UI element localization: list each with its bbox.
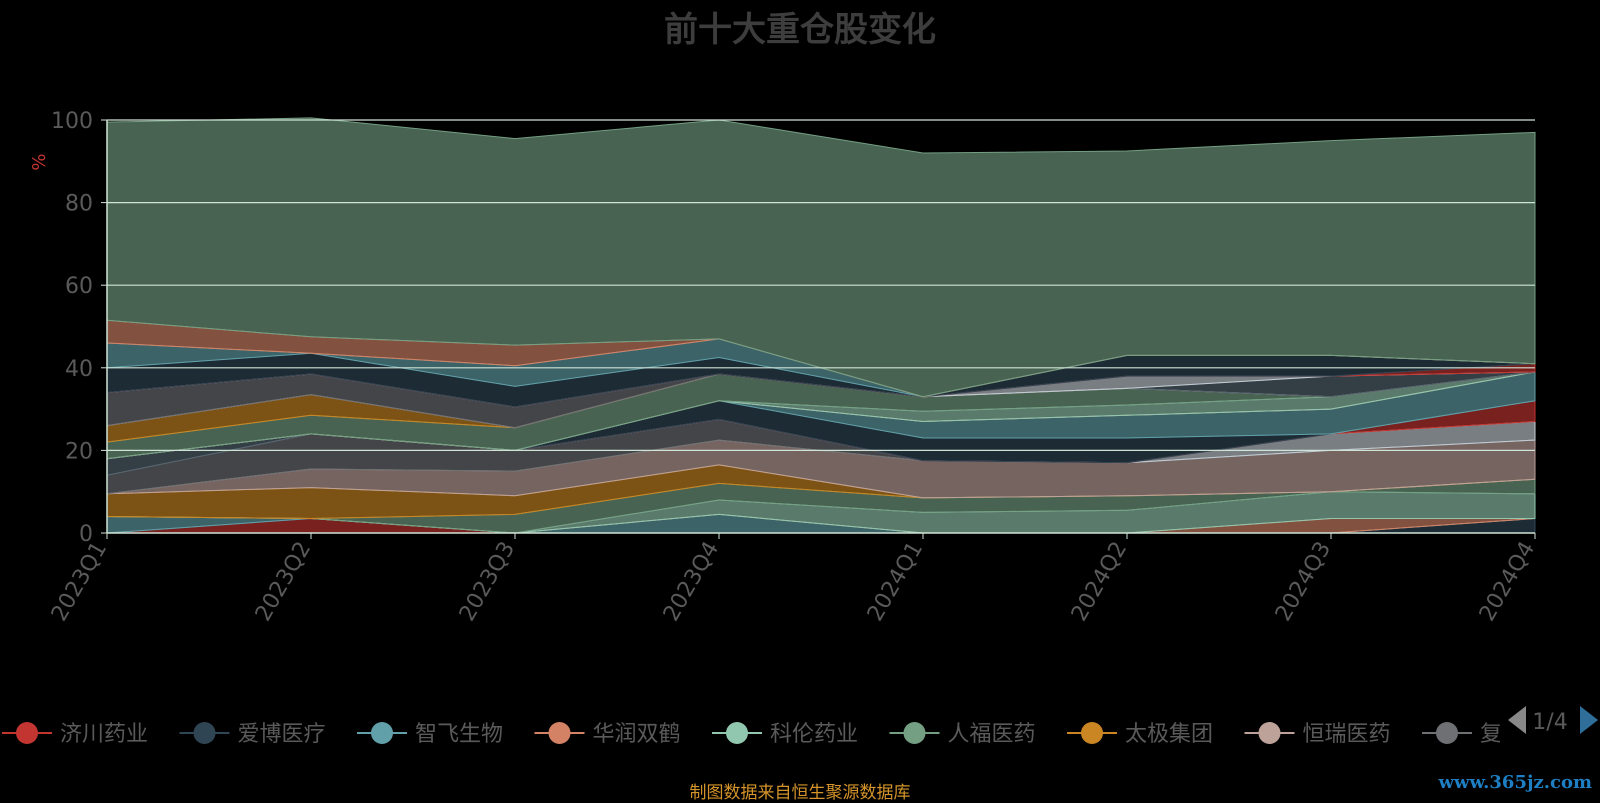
legend-marker	[193, 722, 216, 744]
y-axis-label: %	[29, 153, 50, 170]
legend-marker	[16, 722, 38, 744]
legend-label: 华润双鹤	[593, 722, 681, 747]
x-tick-label: 2023Q4	[659, 538, 724, 626]
legend-label: 济川药业	[60, 722, 148, 747]
legend-label: 太极集团	[1125, 722, 1213, 747]
legend-marker	[371, 722, 393, 744]
legend-item[interactable]: 复星医药	[1422, 722, 1568, 747]
legend-marker	[1081, 722, 1103, 744]
x-tick-label: 2024Q3	[1271, 538, 1336, 626]
x-tick-label: 2023Q3	[455, 538, 520, 626]
legend-label: 科伦药业	[770, 722, 858, 747]
legend-item[interactable]: 恒瑞医药	[1244, 722, 1391, 747]
legend-page-indicator: 1/4	[1532, 710, 1567, 735]
area-layers	[106, 117, 1536, 534]
legend-marker	[903, 722, 926, 744]
grid-lines	[107, 119, 1535, 451]
chevron-right-icon[interactable]	[1580, 706, 1598, 734]
data-source-note: 制图数据来自恒生聚源数据库	[689, 783, 911, 803]
chart-title: 前十大重仓股变化	[664, 10, 936, 50]
legend-item[interactable]: 科伦药业	[712, 722, 858, 747]
legend-label: 复星医药	[1480, 722, 1568, 747]
chevron-left-icon[interactable]	[1508, 706, 1526, 734]
x-tick-label: 2024Q1	[863, 538, 928, 626]
y-tick-label: 100	[51, 109, 93, 134]
y-tick-label: 60	[65, 274, 93, 299]
legend-item[interactable]: 华润双鹤	[534, 722, 681, 747]
legend-item[interactable]: 太极集团	[1067, 722, 1213, 747]
legend-marker	[1258, 722, 1281, 744]
x-tick-label: 2023Q2	[251, 538, 316, 626]
y-tick-label: 40	[65, 357, 93, 382]
legend-pager[interactable]: 1/4	[1508, 706, 1598, 735]
x-tick-label: 2024Q2	[1067, 538, 1132, 626]
watermark: www.365jz.com	[1438, 772, 1592, 793]
legend-item[interactable]: 济川药业	[2, 722, 148, 747]
y-tick-label: 80	[65, 192, 93, 217]
legend-marker	[726, 722, 748, 744]
legend: 济川药业 爱博医疗 智飞生物 华润双鹤 科伦药业 人福医药 太极集团 恒瑞医药 复星医药	[2, 722, 1568, 747]
legend-marker	[1436, 722, 1458, 744]
y-tick-label: 0	[79, 522, 93, 547]
legend-label: 恒瑞医药	[1303, 722, 1391, 747]
area-series-26[interactable]	[106, 117, 1536, 398]
legend-item[interactable]: 智飞生物	[357, 722, 503, 747]
x-axis: 2023Q1 2023Q2 2023Q3 2023Q4 2024Q1 2024Q2 2024…	[47, 532, 1540, 626]
legend-label: 智飞生物	[415, 722, 503, 747]
legend-item[interactable]: 人福医药	[889, 722, 1036, 747]
y-tick-label: 20	[65, 439, 93, 464]
legend-label: 人福医药	[948, 722, 1036, 747]
x-tick-label: 2023Q1	[47, 538, 112, 626]
y-axis: 0 20 40 60 80 100	[51, 109, 108, 547]
legend-item[interactable]: 爱博医疗	[179, 722, 326, 747]
legend-label: 爱博医疗	[238, 722, 326, 747]
x-tick-label: 2024Q4	[1475, 538, 1540, 626]
legend-marker	[548, 722, 571, 744]
